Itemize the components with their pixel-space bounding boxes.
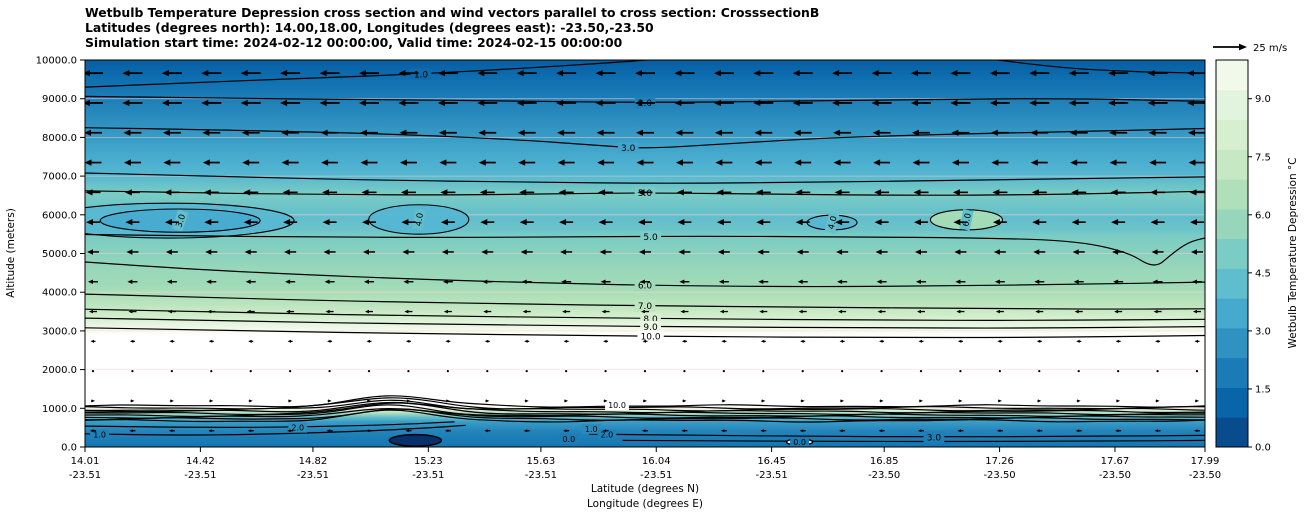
- svg-text:-23.51: -23.51: [640, 470, 672, 481]
- svg-text:-23.51: -23.51: [412, 470, 444, 481]
- plot-layer: 1.02.03.05.05.06.07.08.09.010.03.03.0 4.0…: [36, 43, 1271, 481]
- svg-text:2.0: 2.0: [601, 431, 614, 440]
- contour-lines: [85, 60, 1205, 443]
- svg-text:17.26: 17.26: [985, 456, 1014, 467]
- svg-text:7.0: 7.0: [638, 302, 653, 312]
- svg-text:1.0: 1.0: [414, 70, 429, 80]
- x-axis-ticks: 14.01 -23.51 14.42 -23.51 14.82 -23.51 15.23 -2…: [69, 447, 1221, 481]
- svg-text:9000.0: 9000.0: [42, 94, 77, 105]
- y-axis-ticks: 0.0 1000.0 2000.0 3000.0 4000.0 5000.0 6000.0 7…: [36, 56, 85, 454]
- svg-text:4000.0: 4000.0: [42, 288, 77, 299]
- svg-text:4.5: 4.5: [1255, 268, 1271, 279]
- svg-text:3.0: 3.0: [1255, 326, 1271, 337]
- svg-text:-23.50: -23.50: [1189, 470, 1221, 481]
- svg-text:-23.51: -23.51: [69, 470, 101, 481]
- svg-text:3.0: 3.0: [175, 213, 189, 229]
- chart-title-line-2: Latitudes (degrees north): 14.00,18.00, …: [85, 20, 654, 35]
- svg-text:3000.0: 3000.0: [42, 326, 77, 337]
- svg-text:0.0: 0.0: [562, 435, 575, 444]
- svg-text:4.0: 4.0: [414, 212, 426, 227]
- chart-title-line-3: Simulation start time: 2024-02-12 00:00:…: [85, 35, 623, 50]
- svg-text:4.0: 4.0: [827, 215, 840, 231]
- svg-text:8000.0: 8000.0: [42, 133, 77, 144]
- svg-text:16.45: 16.45: [757, 456, 786, 467]
- svg-text:14.01: 14.01: [71, 456, 100, 467]
- svg-text:15.63: 15.63: [527, 456, 556, 467]
- svg-text:5.0: 5.0: [638, 189, 653, 199]
- svg-text:0.0: 0.0: [793, 438, 806, 447]
- svg-text:10.0: 10.0: [608, 401, 626, 410]
- svg-text:1000.0: 1000.0: [42, 404, 77, 415]
- y-axis-label: Altitude (meters): [5, 208, 17, 298]
- svg-text:8.0: 8.0: [643, 315, 658, 325]
- svg-text:6.0: 6.0: [1255, 210, 1271, 221]
- svg-text:-23.50: -23.50: [1099, 470, 1131, 481]
- quiver-key-label: 25 m/s: [1253, 43, 1287, 54]
- svg-text:-23.50: -23.50: [868, 470, 900, 481]
- field-area: 1.02.03.05.05.06.07.08.09.010.03.03.0 4.0…: [85, 60, 1205, 447]
- svg-text:1.5: 1.5: [1255, 384, 1271, 395]
- svg-text:6000.0: 6000.0: [42, 210, 77, 221]
- svg-text:3.0: 3.0: [621, 144, 636, 154]
- svg-text:17.67: 17.67: [1101, 456, 1130, 467]
- svg-text:16.85: 16.85: [870, 456, 899, 467]
- svg-text:-23.50: -23.50: [983, 470, 1015, 481]
- svg-text:9.0: 9.0: [643, 323, 658, 333]
- colorbar-label: Wetbulb Temperature Depression °C: [1287, 157, 1299, 348]
- svg-text:17.99: 17.99: [1191, 456, 1220, 467]
- colorbar: 0.0 1.5 3.0 4.5 6.0 7.5 9.0: [1215, 59, 1271, 454]
- wind-vectors: [85, 70, 1205, 433]
- surface-contour-blob: [388, 433, 443, 447]
- contour-labels: 1.02.03.05.05.06.07.08.09.010.03.03.0 4.0…: [90, 68, 974, 447]
- svg-text:-23.51: -23.51: [525, 470, 557, 481]
- closed-contours: [85, 202, 1003, 239]
- svg-text:0.0: 0.0: [61, 443, 77, 454]
- x-axis-label-longitude: Longitude (degrees E): [587, 498, 703, 510]
- svg-text:6.0: 6.0: [638, 282, 653, 292]
- svg-text:5000.0: 5000.0: [42, 249, 77, 260]
- svg-text:10000.0: 10000.0: [36, 56, 77, 67]
- svg-text:9.0: 9.0: [1255, 94, 1271, 105]
- svg-text:3.0: 3.0: [927, 433, 942, 443]
- svg-text:0.0: 0.0: [1255, 443, 1271, 454]
- svg-text:-23.51: -23.51: [184, 470, 216, 481]
- svg-text:6.0: 6.0: [961, 212, 974, 227]
- x-axis-label-latitude: Latitude (degrees N): [591, 483, 699, 495]
- svg-text:14.42: 14.42: [186, 456, 215, 467]
- svg-text:5.0: 5.0: [643, 233, 658, 243]
- svg-text:7.5: 7.5: [1255, 152, 1271, 163]
- chart-title-line-1: Wetbulb Temperature Depression cross sec…: [85, 5, 819, 20]
- svg-text:2.0: 2.0: [638, 99, 653, 109]
- svg-text:1.0: 1.0: [585, 425, 598, 434]
- dense-contour-band: [85, 395, 1205, 423]
- quiver-key-arrow: [1213, 43, 1247, 51]
- svg-text:15.23: 15.23: [414, 456, 443, 467]
- svg-text:-23.51: -23.51: [297, 470, 329, 481]
- svg-text:2000.0: 2000.0: [42, 365, 77, 376]
- svg-text:1.0: 1.0: [93, 430, 106, 439]
- svg-text:-23.51: -23.51: [756, 470, 788, 481]
- svg-text:14.82: 14.82: [299, 456, 328, 467]
- svg-text:10.0: 10.0: [641, 333, 661, 343]
- svg-text:7000.0: 7000.0: [42, 172, 77, 183]
- svg-text:16.04: 16.04: [642, 456, 671, 467]
- svg-text:2.0: 2.0: [291, 424, 304, 433]
